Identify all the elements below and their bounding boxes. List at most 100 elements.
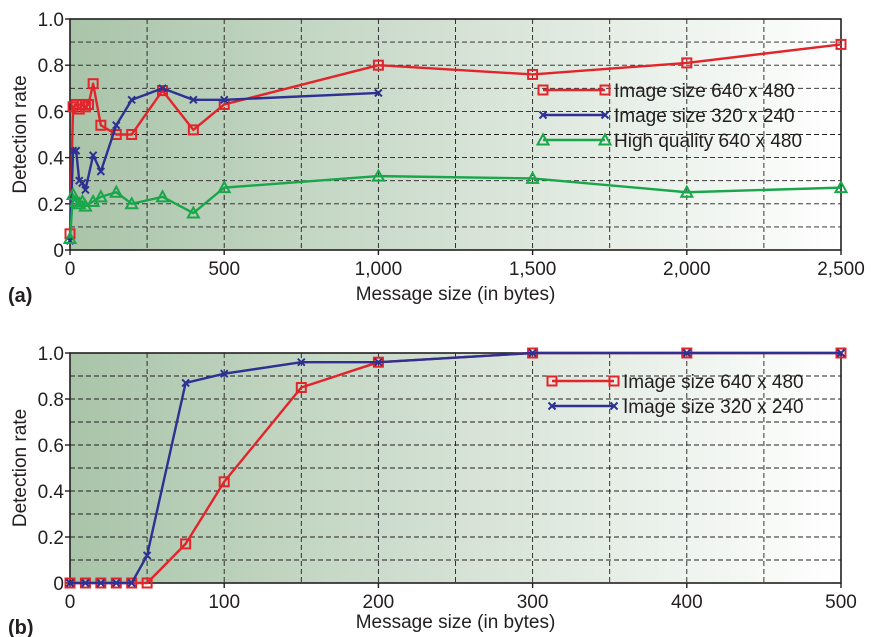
legend-marker: [535, 132, 551, 146]
data-point: [79, 101, 91, 113]
y-tick-label: 0.4: [38, 149, 65, 170]
data-point: [112, 578, 121, 588]
data-point: [527, 68, 539, 80]
legend: Image size 640 x 480 Image size 320 x 240…: [535, 81, 802, 152]
x-tick-label: 2,500: [817, 259, 865, 280]
data-point: [295, 382, 307, 393]
data-point: [127, 95, 136, 105]
data-point: [374, 88, 383, 98]
chart-panel-a: 0 500 1,000 1,500 2,000 2,500 0 0.2 0.4 0.6 0.8 1.0…: [8, 10, 865, 307]
y-tick-label: 0.4: [38, 482, 65, 503]
legend-label: Image size 320 x 240: [623, 397, 804, 418]
x-tick-label: 0: [65, 592, 76, 613]
legend-entry: Image size 320 x 240: [538, 106, 795, 127]
legend-label: Image size 320 x 240: [614, 106, 795, 127]
y-tick-label: 0.2: [38, 195, 64, 216]
data-point: [681, 57, 693, 69]
data-point: [68, 146, 78, 155]
legend-marker: [537, 84, 549, 96]
data-point: [217, 180, 232, 194]
data-point: [71, 146, 81, 155]
legend-marker: [538, 110, 548, 120]
legend-entry: Image size 640 x 480: [537, 81, 795, 102]
y-tick-label: 0.6: [38, 102, 64, 123]
data-point: [96, 578, 106, 588]
data-point: [109, 184, 124, 198]
y-tick-label: 0.2: [38, 528, 64, 549]
legend-entry: Image size 640 x 480: [546, 372, 804, 393]
y-tick-label: 0: [53, 574, 64, 595]
x-tick-label: 0: [65, 259, 76, 280]
x-tick-label: 500: [825, 592, 857, 613]
data-point: [187, 124, 199, 136]
data-point: [72, 196, 87, 210]
legend-marker: [608, 375, 620, 387]
chart-panel-b: 0 100 200 300 400 500 0 0.2 0.4 0.6 0.8 1.0 Message …: [8, 344, 857, 637]
data-point: [297, 357, 306, 367]
data-point: [76, 98, 88, 110]
y-tick-label: 0.8: [38, 56, 64, 77]
data-point: [371, 168, 386, 182]
y-tick-label: 0.6: [38, 436, 64, 457]
data-point: [83, 98, 95, 110]
data-point: [189, 95, 198, 105]
data-point: [155, 189, 170, 203]
data-point: [528, 348, 537, 358]
data-point: [112, 121, 121, 130]
y-axis-label: Detection rate: [10, 75, 31, 193]
data-point: [141, 577, 153, 589]
data-point: [679, 184, 694, 198]
data-point: [88, 151, 98, 160]
data-point: [127, 578, 136, 588]
data-point: [374, 357, 383, 367]
data-point: [93, 189, 109, 203]
legend-label: Image size 640 x 480: [614, 81, 795, 102]
legend-marker: [597, 132, 613, 146]
x-tick-label: 1,500: [509, 259, 557, 280]
legend-marker: [600, 110, 610, 120]
data-point: [65, 186, 81, 201]
data-point: [525, 170, 540, 184]
x-axis-label: Message size (in bytes): [356, 612, 556, 633]
data-point: [158, 84, 167, 93]
y-tick-label: 0.8: [38, 390, 64, 411]
series-2: [65, 348, 846, 588]
plot-frame: [69, 18, 842, 251]
legend-label: Image size 640 x 480: [623, 372, 804, 393]
panel-label: (a): [8, 285, 32, 307]
legend-entry: Image size 320 x 240: [547, 397, 804, 418]
data-point: [186, 205, 201, 219]
x-tick-label: 200: [363, 592, 395, 613]
data-point: [219, 369, 229, 378]
data-point: [96, 167, 106, 176]
series-2: [65, 84, 383, 245]
data-point: [110, 129, 122, 140]
x-tick-label: 400: [671, 592, 703, 613]
series-3: [62, 168, 849, 244]
y-axis-label: Detection rate: [10, 409, 31, 527]
data-point: [835, 38, 847, 50]
legend: Image size 640 x 480 Image size 320 x 240: [546, 372, 804, 418]
data-point: [142, 551, 152, 560]
data-point: [81, 185, 90, 195]
legend-marker: [547, 401, 557, 411]
data-point: [833, 180, 849, 194]
x-tick-label: 1,000: [355, 259, 403, 280]
data-point: [62, 230, 78, 244]
data-point: [124, 196, 139, 210]
x-tick-label: 300: [517, 592, 549, 613]
legend-marker: [599, 84, 611, 96]
data-point: [65, 578, 75, 588]
x-tick-label: 500: [208, 259, 240, 280]
data-point: [180, 538, 192, 550]
data-point: [219, 95, 229, 105]
series-line: [68, 87, 379, 241]
data-point: [682, 348, 692, 358]
legend-entry: High quality 640 x 480: [535, 131, 802, 152]
data-point: [95, 119, 107, 131]
data-point: [87, 78, 99, 90]
data-point: [836, 348, 846, 358]
x-axis-label: Message size (in bytes): [356, 284, 556, 305]
y-tick-label: 1.0: [38, 10, 64, 31]
